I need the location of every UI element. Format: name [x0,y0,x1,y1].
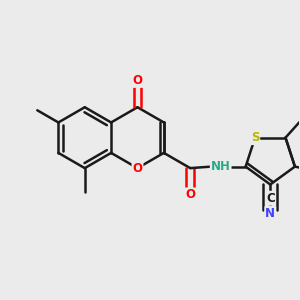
Text: S: S [251,131,259,144]
Text: NH: NH [211,160,231,173]
Text: O: O [133,74,142,87]
Text: O: O [185,188,195,201]
Text: N: N [265,207,275,220]
Text: O: O [133,162,142,175]
Text: C: C [266,192,274,205]
